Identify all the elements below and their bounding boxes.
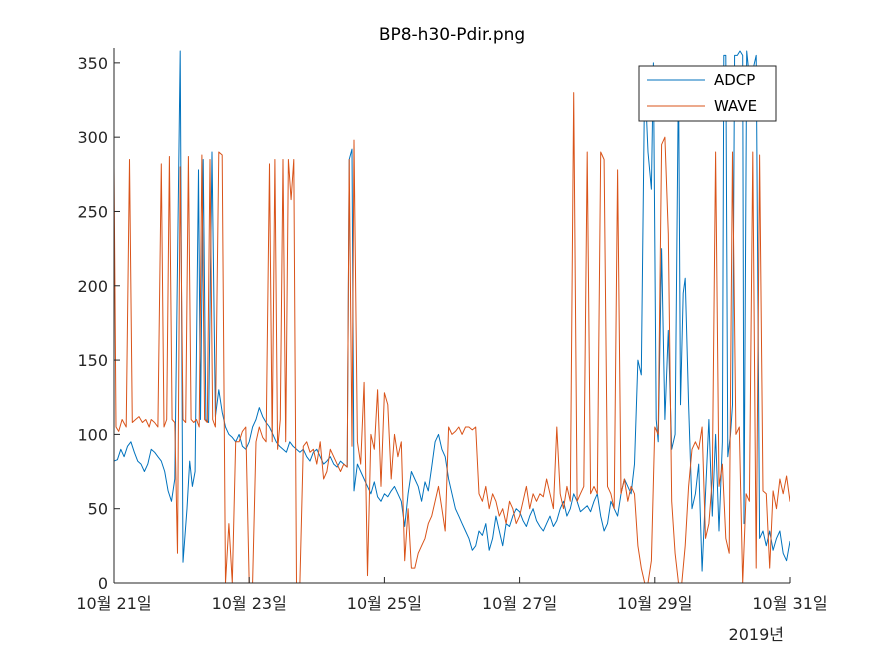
- series-line-adcp: [114, 50, 790, 572]
- series-layer: [114, 50, 790, 583]
- series-line-wave: [114, 92, 790, 583]
- y-tick-label: 350: [77, 54, 108, 73]
- legend-box: [638, 65, 777, 122]
- legend-label-adcp: ADCP: [714, 71, 755, 89]
- y-tick-label: 300: [77, 128, 108, 147]
- axes-layer: 0 50 100 150 200 250 300 350 10월 21일 10월 23일 10월 2…: [76, 48, 828, 613]
- x-tick-label: 10월 31일: [752, 594, 827, 613]
- y-tick-label: 100: [77, 425, 108, 444]
- chart-title: BP8-h30-Pdir.png: [379, 25, 525, 45]
- y-tick-label: 50: [88, 500, 108, 519]
- x-tick-label: 10월 23일: [212, 594, 287, 613]
- y-tick-label: 0: [98, 574, 108, 593]
- x-tick-label: 10월 25일: [347, 594, 422, 613]
- y-tick-label: 200: [77, 277, 108, 296]
- legend-label-wave: WAVE: [714, 97, 757, 115]
- year-label: 2019년: [729, 625, 784, 644]
- y-tick-label: 250: [77, 202, 108, 221]
- y-tick-label: 150: [77, 351, 108, 370]
- x-tick-label: 10월 27일: [482, 594, 557, 613]
- legend: ADCP WAVE: [638, 65, 777, 122]
- x-tick-label: 10월 21일: [76, 594, 151, 613]
- x-tick-label: 10월 29일: [617, 594, 692, 613]
